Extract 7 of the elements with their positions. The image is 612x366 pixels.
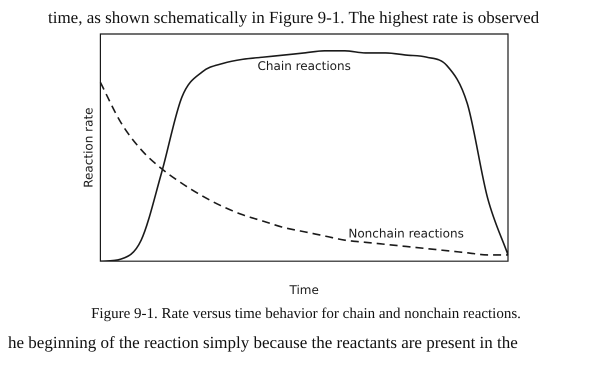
caption: Figure 9-1. Rate versus time behavior for chain and nonchain reactions. xyxy=(90,306,522,323)
series-label: Nonchain reactions xyxy=(348,226,464,241)
y-axis-title: Reaction rate xyxy=(81,107,96,188)
text: time, as shown schematically in Figure 9-1. The highest rate is observed xyxy=(47,8,540,29)
series-label: Chain reactions xyxy=(258,59,351,74)
x-axis-title: Time xyxy=(288,282,319,297)
text: he beginning of the reaction simply because the reactants are present in the xyxy=(8,333,519,353)
